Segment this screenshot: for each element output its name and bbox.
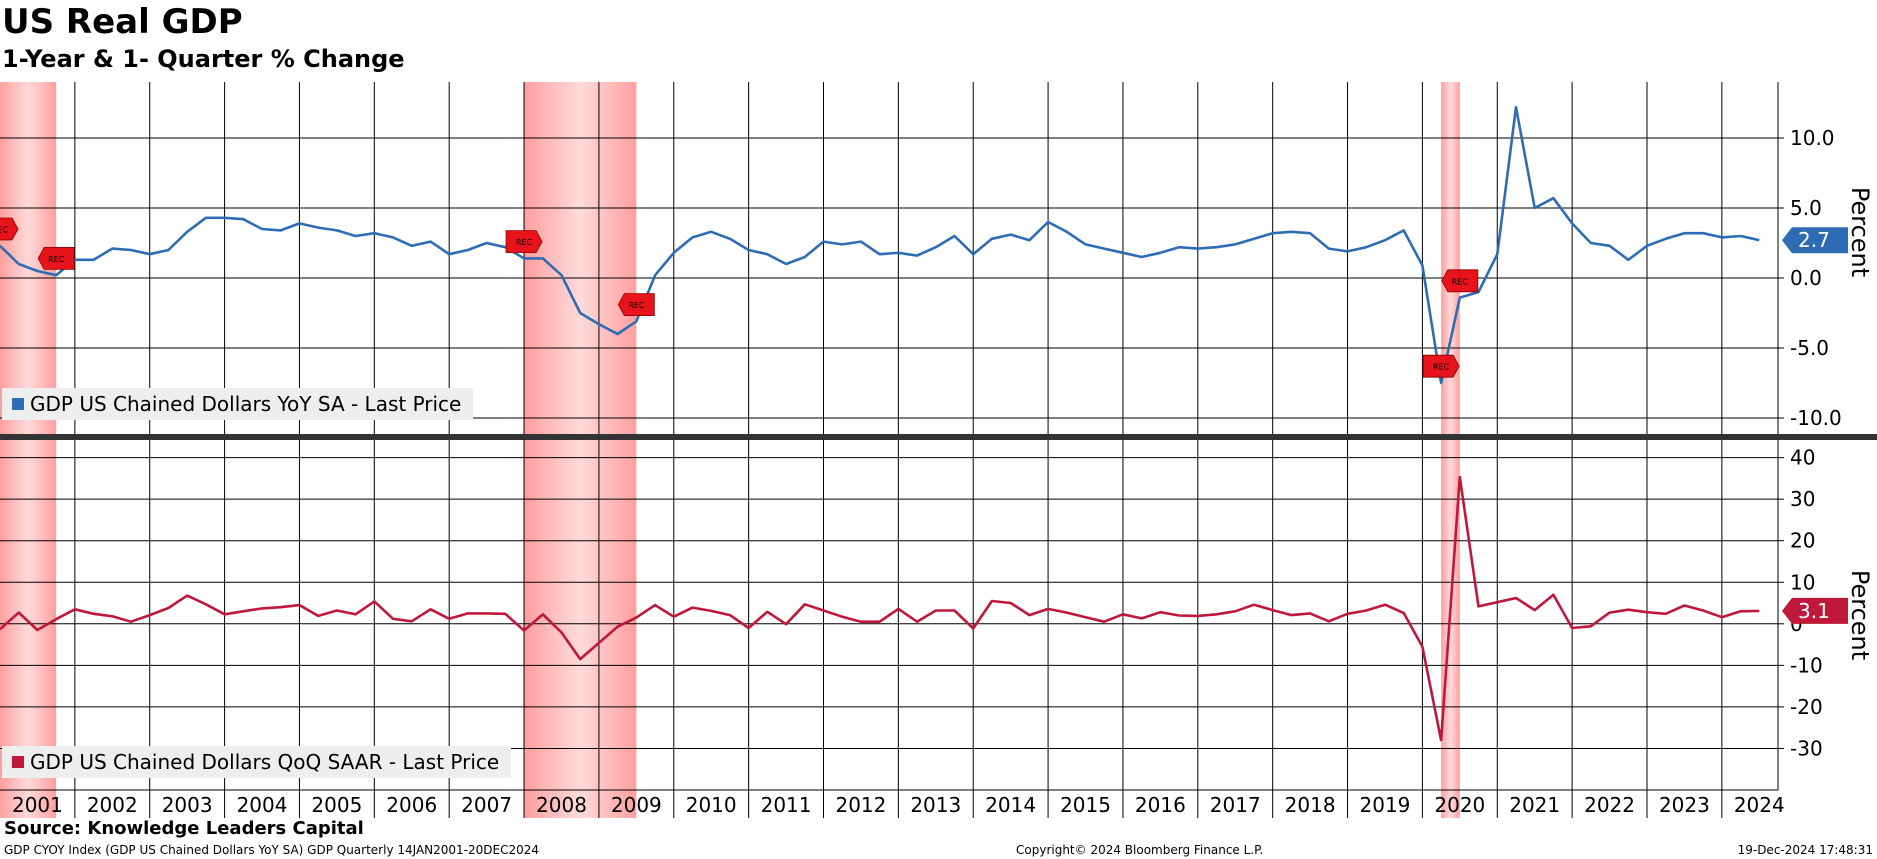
footer-index-description: GDP CYOY Index (GDP US Chained Dollars Y… [4,843,540,857]
rec-marker-start-2-text: REC [516,238,533,247]
qoq-series-line [0,475,1760,742]
recession-markers: REC REC REC REC REC REC [0,217,1479,378]
rec-marker-start-3-text: REC [1433,363,1450,372]
x-tick-label: 2009 [611,793,662,817]
y-tick-label: -10 [1790,653,1823,677]
y-tick-label: 10.0 [1790,126,1835,150]
rec-marker-start-3-shape [1422,354,1460,378]
y-tick-label: 20 [1790,529,1815,553]
footer-timestamp: 19-Dec-2024 17:48:31 [1737,843,1873,857]
x-tick-label: 2024 [1734,793,1785,817]
y-tick-label: -20 [1790,695,1823,719]
legend-yoy: GDP US Chained Dollars YoY SA - Last Pri… [2,388,474,420]
rec-marker-start-1-text: REC [0,226,9,235]
rec-marker-end-1-shape [37,247,75,270]
y-tick-label: -5.0 [1790,336,1829,360]
x-tick-label: 2019 [1360,793,1411,817]
chart-subtitle: 1-Year & 1- Quarter % Change [2,45,405,73]
x-tick-label: 2017 [1210,793,1261,817]
chart-title: US Real GDP [2,2,243,42]
last-value-label-yoy: 2.7 [1798,228,1830,252]
footer-copyright: Copyright© 2024 Bloomberg Finance L.P. [1016,843,1264,857]
rec-marker-end-3-text: REC [1452,277,1469,286]
x-tick-label: 2002 [87,793,138,817]
legend-qoq: GDP US Chained Dollars QoQ SAAR - Last P… [2,746,512,778]
source-note: Source: Knowledge Leaders Capital [4,818,364,839]
recession-band-1 [0,82,57,818]
y-tick-label: 40 [1790,446,1815,470]
x-tick-label: 2020 [1434,793,1485,817]
rec-marker-start-2-shape [505,230,543,253]
rec-marker-end-3-shape [1441,269,1479,293]
x-tick-label: 2014 [985,793,1036,817]
rec-marker-end-2-shape [617,293,655,316]
legend-label-yoy: GDP US Chained Dollars YoY SA - Last Pri… [30,392,462,416]
x-tick-label: 2004 [237,793,288,817]
x-tick-label: 2013 [910,793,961,817]
y-tick-label: -10.0 [1790,406,1842,430]
last-value-box-qoq [1782,597,1848,624]
y-tick-label: 30 [1790,487,1815,511]
recession-shading [0,82,1460,818]
recession-band-3 [1441,82,1460,818]
x-tick-label: 2005 [311,793,362,817]
x-tick-label: 2008 [536,793,587,817]
axes: -10.0-5.00.05.010.02.7Percent-30-20-1001… [0,82,1877,817]
last-value-box-yoy [1782,227,1848,254]
x-tick-label: 2023 [1659,793,1710,817]
y-axis-title-yoy: Percent [1846,187,1874,277]
x-tick-label: 2012 [835,793,886,817]
x-tick-label: 2007 [461,793,512,817]
x-tick-label: 2015 [1060,793,1111,817]
x-tick-label: 2022 [1584,793,1635,817]
rec-marker-start-1-shape [0,217,19,241]
x-tick-label: 2003 [162,793,213,817]
x-tick-label: 2016 [1135,793,1186,817]
x-tick-label: 2011 [761,793,812,817]
recession-band-2 [524,82,637,818]
x-tick-label: 2001 [12,793,63,817]
legend-swatch-qoq [12,756,24,768]
yoy-series-line [0,105,1760,385]
y-axis-title-qoq: Percent [1846,570,1874,660]
y-tick-label: 5.0 [1790,196,1822,220]
grid-lines [0,82,1778,818]
rec-marker-end-1-text: REC [48,255,65,264]
last-value-label-qoq: 3.1 [1798,599,1830,623]
y-tick-label: 0.0 [1790,266,1822,290]
series-lines [0,105,1760,742]
x-tick-label: 2006 [386,793,437,817]
y-tick-label: -30 [1790,736,1823,760]
rec-marker-end-2-text: REC [628,301,645,310]
x-tick-label: 2010 [686,793,737,817]
legend-swatch-yoy [12,398,24,410]
y-tick-label: 10 [1790,570,1815,594]
x-tick-label: 2021 [1509,793,1560,817]
legend-label-qoq: GDP US Chained Dollars QoQ SAAR - Last P… [30,750,500,774]
x-tick-label: 2018 [1285,793,1336,817]
panel-divider [0,434,1877,440]
